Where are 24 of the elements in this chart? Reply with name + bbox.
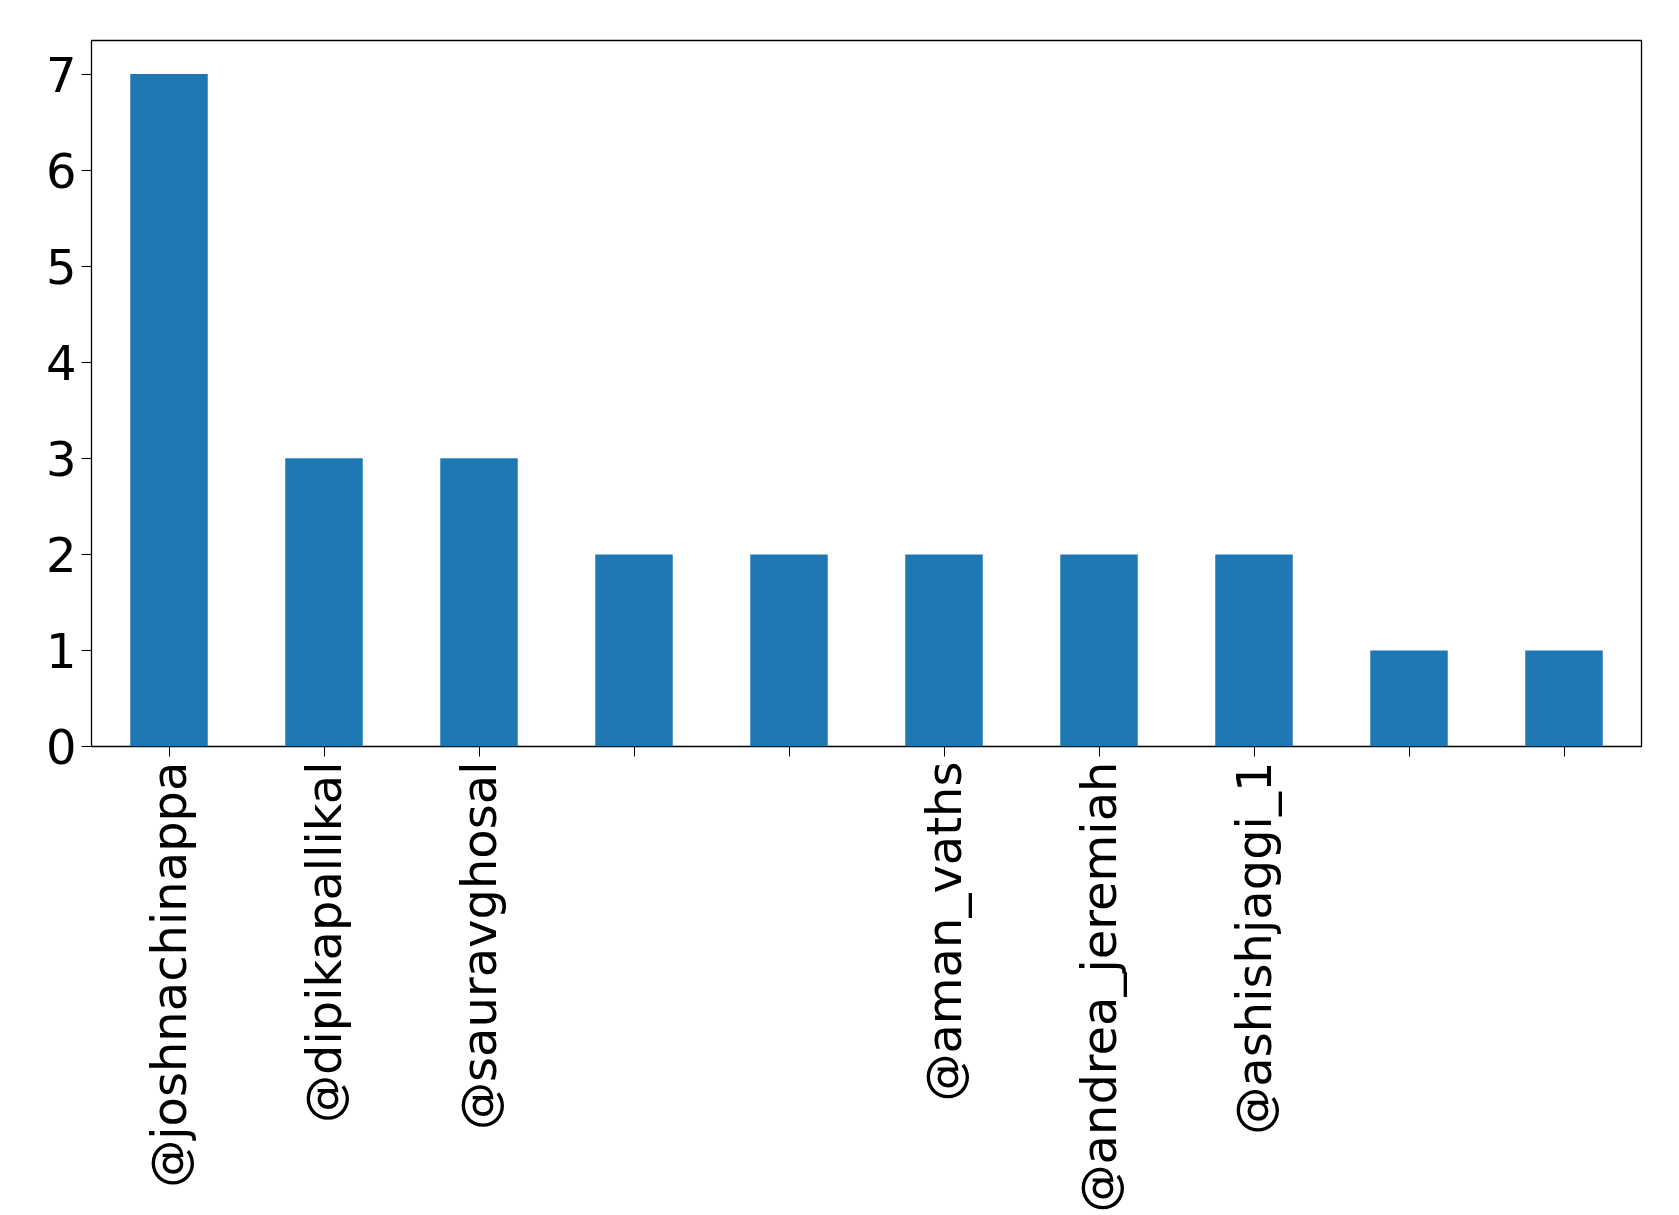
- y-tick-label: 7: [45, 46, 77, 103]
- bar: [285, 458, 363, 747]
- y-tick-label: 0: [45, 719, 77, 775]
- y-tick-label: 3: [45, 430, 77, 487]
- y-tick-label: 2: [45, 526, 77, 583]
- y-tick-label: 5: [45, 238, 77, 295]
- bar: [595, 554, 673, 747]
- x-tick-label: @aman_vaths: [916, 761, 972, 1102]
- bar: [1060, 554, 1138, 747]
- bar: [1370, 650, 1448, 747]
- x-tick-label: @joshnachinappa: [141, 761, 197, 1188]
- y-tick-label: 4: [45, 334, 77, 391]
- x-tick-label: @dipikapallikal: [296, 761, 352, 1124]
- y-tick-label: 6: [45, 142, 77, 199]
- x-tick-label: @sauravghosal: [451, 761, 507, 1130]
- y-tick-label: 1: [45, 622, 77, 679]
- x-tick-label: @andrea_jeremiah: [1071, 761, 1127, 1213]
- bar: [750, 554, 828, 747]
- bar: [905, 554, 983, 747]
- bar: [130, 74, 208, 747]
- bar: [1525, 650, 1603, 747]
- bar: [1215, 554, 1293, 747]
- x-tick-label: @ashishjaggi_1: [1226, 761, 1282, 1135]
- bar: [440, 458, 518, 747]
